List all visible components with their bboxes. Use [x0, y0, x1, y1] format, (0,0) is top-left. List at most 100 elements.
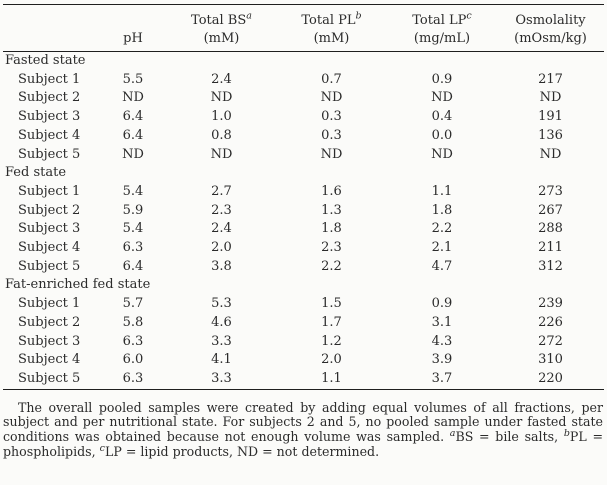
cell-value: 2.1: [431, 240, 453, 256]
cell-value: ND: [431, 90, 453, 106]
section-row: Fasted state: [3, 52, 604, 71]
cell-value: 0.9: [431, 71, 453, 87]
cell-value: 220: [538, 370, 563, 386]
footnote-marker-b: b: [355, 10, 362, 22]
cell-value: 6.4: [122, 127, 144, 143]
cell-value: 5.3: [211, 296, 232, 312]
subject-label: Subject 4: [18, 240, 81, 256]
subject-label: Subject 5: [18, 370, 81, 386]
subject-row: Subject 3 6.3 3.3 1.2 4.3 272: [3, 333, 604, 352]
cell-value: 267: [538, 202, 563, 218]
subject-row: Subject 1 5.5 2.4 0.7 0.9 217: [3, 71, 604, 90]
cell-value: 2.0: [321, 352, 342, 368]
subject-row: Subject 5 6.3 3.3 1.1 3.7 220: [3, 370, 604, 389]
cell-value: 0.8: [211, 127, 232, 143]
cell-value: 5.4: [122, 221, 144, 237]
cell-value: 1.7: [321, 314, 342, 330]
cell-value: ND: [431, 146, 453, 162]
header-unit: pH: [123, 30, 143, 46]
section-row: Fat-enriched fed state: [3, 276, 604, 295]
cell-value: 211: [538, 240, 563, 256]
cell-value: 217: [538, 71, 563, 87]
cell-value: 1.8: [321, 221, 342, 237]
header-cell-blank: [3, 4, 99, 52]
subject-row: Subject 4 6.4 0.8 0.3 0.0 136: [3, 127, 604, 146]
cell-value: 0.7: [321, 71, 342, 87]
header-unit: (mOsm/kg): [514, 30, 587, 46]
cell-value: 2.0: [211, 240, 232, 256]
cell-value: ND: [210, 90, 233, 106]
header-unit: (mM): [313, 30, 350, 46]
subject-row: Subject 4 6.0 4.1 2.0 3.9 310: [3, 351, 604, 370]
table-body: Fasted state Subject 1 5.5 2.4 0.7 0.9 217 Subj…: [3, 52, 604, 390]
cell-value: 2.3: [321, 240, 342, 256]
header-unit: (mg/mL): [413, 30, 471, 46]
cell-value: 1.1: [431, 183, 453, 199]
subject-label: Subject 3: [18, 221, 81, 237]
subject-row: Subject 3 5.4 2.4 1.8 2.2 288: [3, 220, 604, 239]
footnote-marker-b: b: [563, 428, 570, 440]
header-title: Osmolality: [515, 13, 586, 28]
cell-value: 226: [538, 314, 563, 330]
header-unit: (mM): [203, 30, 240, 46]
cell-value: 0.0: [431, 127, 453, 143]
cell-value: 5.4: [122, 183, 144, 199]
cell-value: 6.3: [122, 333, 144, 349]
cell-value: 1.3: [321, 202, 342, 218]
subject-label: Subject 5: [18, 146, 81, 162]
cell-value: 0.4: [431, 109, 453, 125]
cell-value: 3.7: [431, 370, 453, 386]
cell-value: 1.5: [321, 296, 342, 312]
cell-value: 4.7: [431, 258, 453, 274]
cell-value: 273: [538, 183, 563, 199]
section-row: Fed state: [3, 164, 604, 183]
section-label: Fasted state: [5, 53, 86, 68]
cell-value: 0.3: [321, 127, 342, 143]
header-title: Total PLb: [301, 10, 362, 28]
header-cell-total-bs: Total BSa (mM): [167, 4, 276, 52]
subject-label: Subject 4: [18, 127, 81, 143]
subject-label: Subject 5: [18, 258, 81, 274]
subject-row: Subject 3 6.4 1.0 0.3 0.4 191: [3, 108, 604, 127]
subject-label: Subject 2: [18, 202, 81, 218]
footnote-marker-c: c: [99, 442, 105, 454]
cell-value: 136: [538, 127, 563, 143]
subject-row: Subject 1 5.4 2.7 1.6 1.1 273: [3, 183, 604, 202]
subject-row: Subject 1 5.7 5.3 1.5 0.9 239: [3, 295, 604, 314]
cell-value: 4.6: [211, 314, 232, 330]
footnote-marker-a: a: [246, 10, 252, 22]
cell-value: 6.4: [122, 109, 144, 125]
cell-value: 4.1: [211, 352, 232, 368]
subject-row: Subject 2 5.9 2.3 1.3 1.8 267: [3, 202, 604, 221]
cell-value: 288: [538, 221, 563, 237]
cell-value: 6.3: [122, 240, 144, 256]
cell-value: ND: [122, 90, 144, 106]
journal-table-figure: pH Total BSa (mM) Total PLb (mM) Total LPc (mg…: [3, 4, 604, 459]
cell-value: 1.1: [321, 370, 342, 386]
header-title: Total BSa: [191, 10, 252, 28]
header-cell-osmolality: Osmolality (mOsm/kg): [497, 4, 604, 52]
cell-value: 272: [538, 333, 563, 349]
cell-value: 6.4: [122, 258, 144, 274]
cell-value: 5.9: [122, 202, 144, 218]
cell-value: ND: [539, 146, 562, 162]
header-title: Total LPc: [412, 10, 472, 28]
cell-value: 5.8: [122, 314, 144, 330]
cell-value: 5.5: [122, 71, 144, 87]
pooled-samples-table: pH Total BSa (mM) Total PLb (mM) Total LPc (mg…: [3, 4, 604, 390]
header-cell-total-lp: Total LPc (mg/mL): [387, 4, 497, 52]
cell-value: 1.0: [211, 109, 232, 125]
cell-value: 6.0: [122, 352, 144, 368]
cell-value: 0.3: [321, 109, 342, 125]
section-label: Fed state: [5, 165, 67, 181]
footnote-marker-a: a: [449, 428, 456, 440]
subject-label: Subject 3: [18, 333, 81, 349]
cell-value: 2.7: [211, 183, 232, 199]
cell-value: 3.9: [431, 352, 453, 368]
cell-value: ND: [320, 90, 343, 106]
cell-value: 2.2: [431, 221, 453, 237]
cell-value: 239: [538, 296, 563, 312]
table-header: pH Total BSa (mM) Total PLb (mM) Total LPc (mg…: [3, 4, 604, 52]
subject-label: Subject 3: [18, 109, 81, 125]
subject-row: Subject 2 5.8 4.6 1.7 3.1 226: [3, 314, 604, 333]
